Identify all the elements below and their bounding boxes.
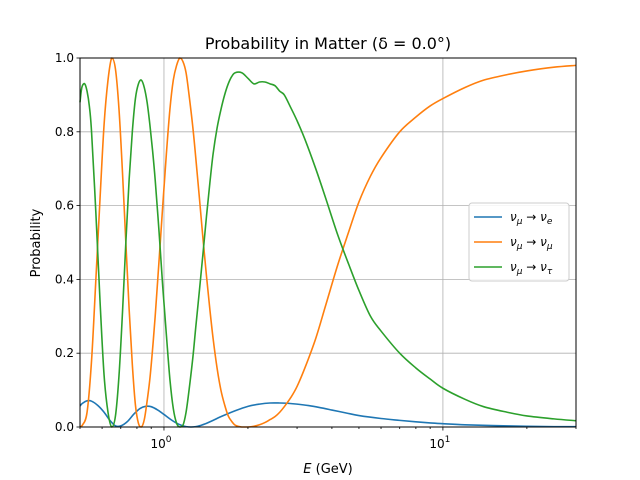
y-tick-label: 0.6 [55, 199, 74, 213]
x-tick-label: 101 [429, 435, 450, 451]
legend-label-0: νμ → νe [510, 210, 553, 227]
x-tick-label: 100 [150, 435, 171, 451]
legend-label-2: νμ → ντ [510, 260, 553, 277]
series-line-2 [79, 71, 577, 428]
axis-ticks: 0.0 0.2 0.4 0.6 0.8 1.0 100 101 [55, 51, 577, 451]
series-lines [79, 57, 577, 428]
x-axis-label: E (GeV) [303, 462, 352, 477]
y-tick-label: 0.0 [55, 420, 74, 434]
plot-frame [79, 57, 577, 428]
chart-title: Probability in Matter (δ = 0.0°) [205, 34, 451, 53]
y-tick-label: 0.8 [55, 125, 74, 139]
legend: νμ → νe νμ → νμ νμ → ντ [468, 202, 570, 282]
y-axis-label: Probability [29, 208, 44, 277]
x-axis-label-unit: (GeV) [311, 462, 352, 477]
chart-title-text: Probability in Matter (δ = 0.0°) [205, 34, 451, 53]
legend-label-1: νμ → νμ [510, 235, 553, 252]
y-tick-label: 0.2 [55, 346, 74, 360]
series-line-0 [79, 399, 577, 428]
x-axis-label-variable: E [303, 462, 312, 477]
legend-box [468, 202, 570, 282]
y-tick-label: 0.4 [55, 272, 74, 286]
y-tick-label: 1.0 [55, 51, 74, 65]
